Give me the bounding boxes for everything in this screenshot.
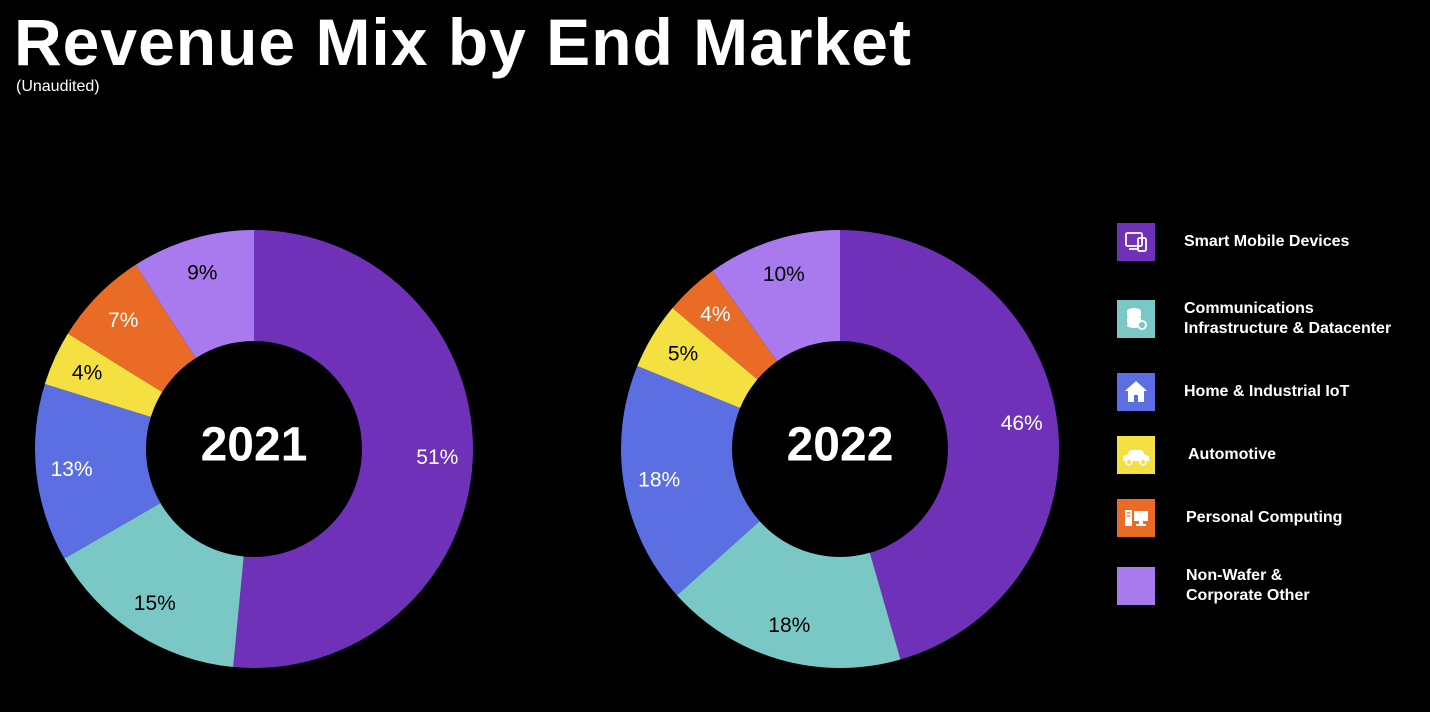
legend-label: Home & Industrial IoT [1184,383,1350,400]
donut-2022: 46% 18% 18% 5%4% 10% 2022 [621,230,1059,668]
legend-label: Smart Mobile Devices [1184,233,1350,250]
donut-segment [672,271,778,380]
center-year-label: 2022 [787,419,894,472]
legend-swatch [1117,436,1155,474]
segment-label: 15% [134,592,176,615]
legend-item-communications-datacenter: Communications Infrastructure & Datacent… [1117,299,1391,339]
donut-segment [67,264,196,393]
legend-item-personal-computing: Personal Computing [1117,499,1342,537]
page-subtitle: (Unaudited) [16,78,100,95]
datacenter-icon [1127,308,1147,330]
legend-swatch [1117,300,1155,338]
home-icon [1125,381,1147,402]
segment-label: 46% [1001,412,1043,435]
legend-label: Communications Infrastructure & Datacent… [1184,300,1392,337]
legend: Smart Mobile Devices Communications Infr… [1117,0,1427,712]
legend-item-smart-mobile-devices: Smart Mobile Devices [1117,223,1349,261]
donut-segment [676,521,901,668]
legend-swatch [1117,499,1155,537]
segment-label: 18% [638,469,680,492]
legend-item-non-wafer-corporate-other: Non-Wafer & Corporate Other [1117,566,1310,606]
desktop-computer-icon [1125,510,1148,526]
mobile-devices-icon [1125,232,1147,252]
car-icon [1123,450,1149,466]
donut-segment [64,503,244,668]
segment-label: 51% [416,446,458,469]
legend-swatch [1117,223,1155,261]
legend-label: Personal Computing [1186,509,1343,526]
donut-segment [712,230,840,362]
legend-label: Non-Wafer & Corporate Other [1186,567,1310,604]
donut-segment [233,230,474,668]
donut-2021: 51% 15% 13% 4% 7% 9% 2021 [34,229,474,668]
donut-segment [840,230,1059,660]
segment-label: 18% [768,614,810,637]
segment-label: 10% [763,263,805,286]
legend-swatch [1117,373,1155,411]
segment-label: 4% [72,361,102,384]
page-title: Revenue Mix by End Market [14,5,912,79]
donut-segment [135,229,254,359]
legend-swatch [1117,567,1155,605]
segment-label: 9% [187,261,217,284]
donut-segment [621,365,760,596]
segment-label: 7% [108,309,138,332]
donut-segment [637,307,758,409]
legend-item-automotive: Automotive [1117,436,1276,474]
donut-segment [34,383,161,559]
donut-segment [44,333,163,417]
segment-label: 5% [668,342,698,365]
legend-label: Automotive [1188,446,1276,463]
segment-label: 4% [700,303,730,326]
segment-label: 13% [51,458,93,481]
legend-item-home-industrial-iot: Home & Industrial IoT [1117,373,1349,411]
center-year-label: 2021 [201,419,308,472]
